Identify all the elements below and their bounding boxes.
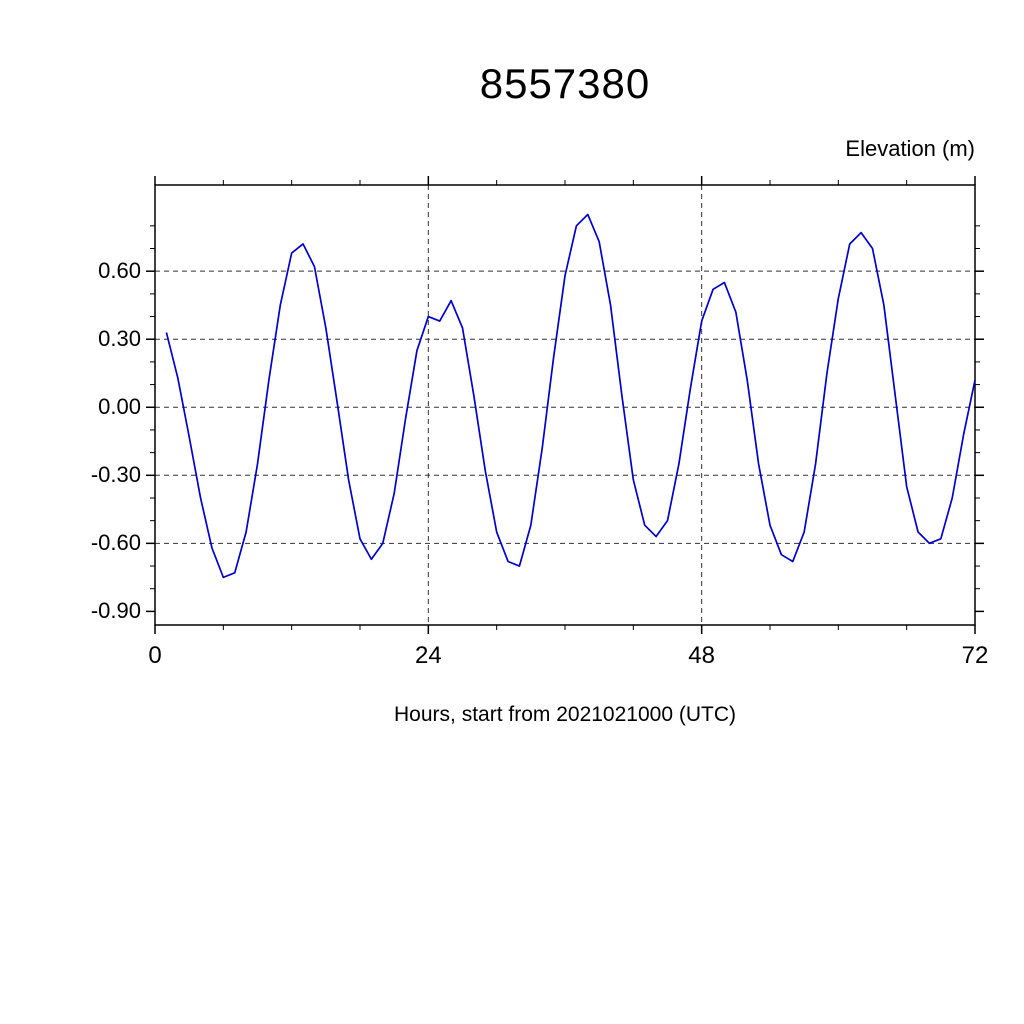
x-axis-title: Hours, start from 2021021000 (UTC) <box>394 703 736 726</box>
tide-elevation-line-chart <box>146 176 984 634</box>
y-tick-label: 0.00 <box>98 394 141 420</box>
x-tick-label: 48 <box>688 642 715 669</box>
y-tick-label: -0.30 <box>90 462 141 488</box>
y-tick-label: -0.60 <box>90 530 141 556</box>
x-tick-label: 24 <box>414 642 442 669</box>
plot-title: 8557380 <box>479 60 651 107</box>
y-tick-label: 0.30 <box>98 326 141 352</box>
y-tick-label: 0.60 <box>98 258 141 284</box>
x-tick-label: 0 <box>148 642 162 669</box>
x-tick-label: 72 <box>961 642 989 669</box>
plot-area <box>146 176 984 634</box>
y-tick-label: -0.90 <box>90 598 141 624</box>
elevation-series-line <box>165 213 976 579</box>
y-axis-title: Elevation (m) <box>845 136 975 161</box>
